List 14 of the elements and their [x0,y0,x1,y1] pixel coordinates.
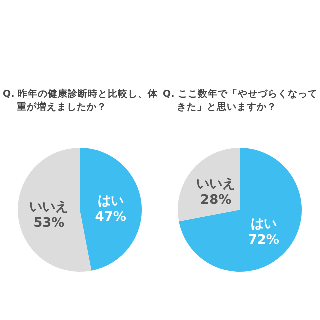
slice-label: いいえ [196,177,236,192]
pie-slice [18,148,92,272]
data-label: 47% [95,210,126,226]
pie-slice [80,148,142,271]
pie-slice [178,148,240,222]
data-label: 72% [248,232,280,248]
chart-title: Q. ここ数年で「やせづらくなってきた」と思いますか？ [163,88,319,114]
chart-title: Q. 昨年の健康診断時と比較し、体重が増えましたか？ [3,88,159,114]
slice-label: はい [98,194,124,210]
data-label: 28% [200,193,232,208]
slice-label: いいえ [30,200,69,215]
slice-label: はい [250,216,277,232]
pie-slice [179,148,302,272]
data-label: 53% [34,216,65,231]
